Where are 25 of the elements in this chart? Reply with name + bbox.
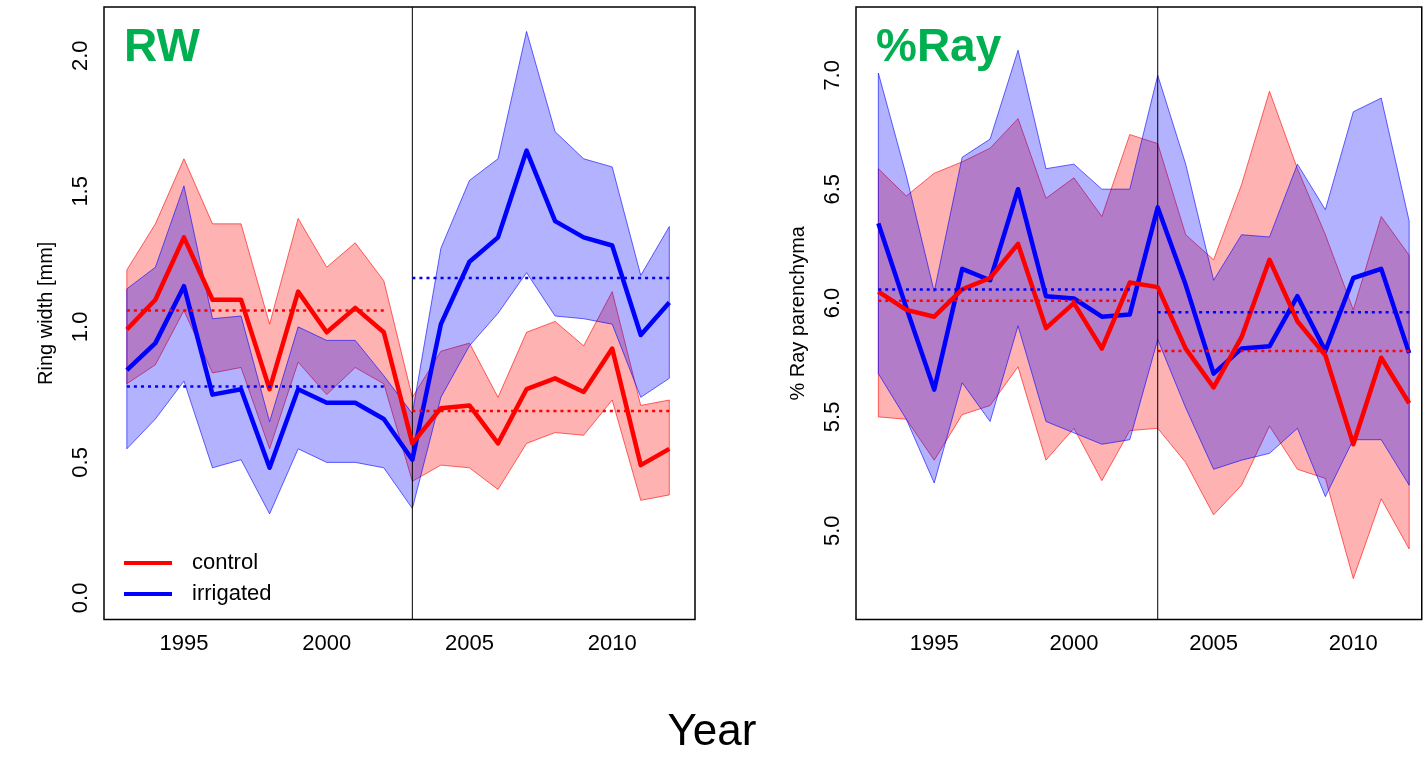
legend-label: control [192,549,259,575]
y-axis-title: Ring width [mm] [33,241,56,385]
y-tick-label: 5.0 [819,515,845,547]
y-tick-label: 1.0 [67,311,93,343]
y-tick-label: 1.5 [67,176,93,207]
x-tick-label: 1995 [159,629,209,655]
chart-title: %Ray [876,18,1002,71]
y-tick-label: 5.5 [819,401,845,433]
x-tick-label: 1995 [909,629,959,655]
x-tick-label: 2000 [302,629,352,655]
chart-title: RW [124,18,201,71]
x-tick-label: 2005 [444,629,494,655]
y-tick-label: 7.0 [819,60,845,91]
y-tick-label: 6.0 [819,287,845,319]
x-tick-label: 2000 [1049,629,1099,655]
x-axis-title: Year [666,705,758,755]
y-tick-label: 2.0 [67,40,93,72]
legend-label: irrigated [192,580,272,606]
y-tick-label: 0.0 [67,582,93,614]
x-tick-label: 2005 [1189,629,1239,655]
y-axis-title: % Ray parenchyma [785,225,808,401]
x-tick-label: 2010 [587,629,637,655]
y-tick-label: 0.5 [67,447,93,478]
y-tick-label: 6.5 [819,173,845,205]
x-tick-label: 2010 [1328,629,1378,655]
